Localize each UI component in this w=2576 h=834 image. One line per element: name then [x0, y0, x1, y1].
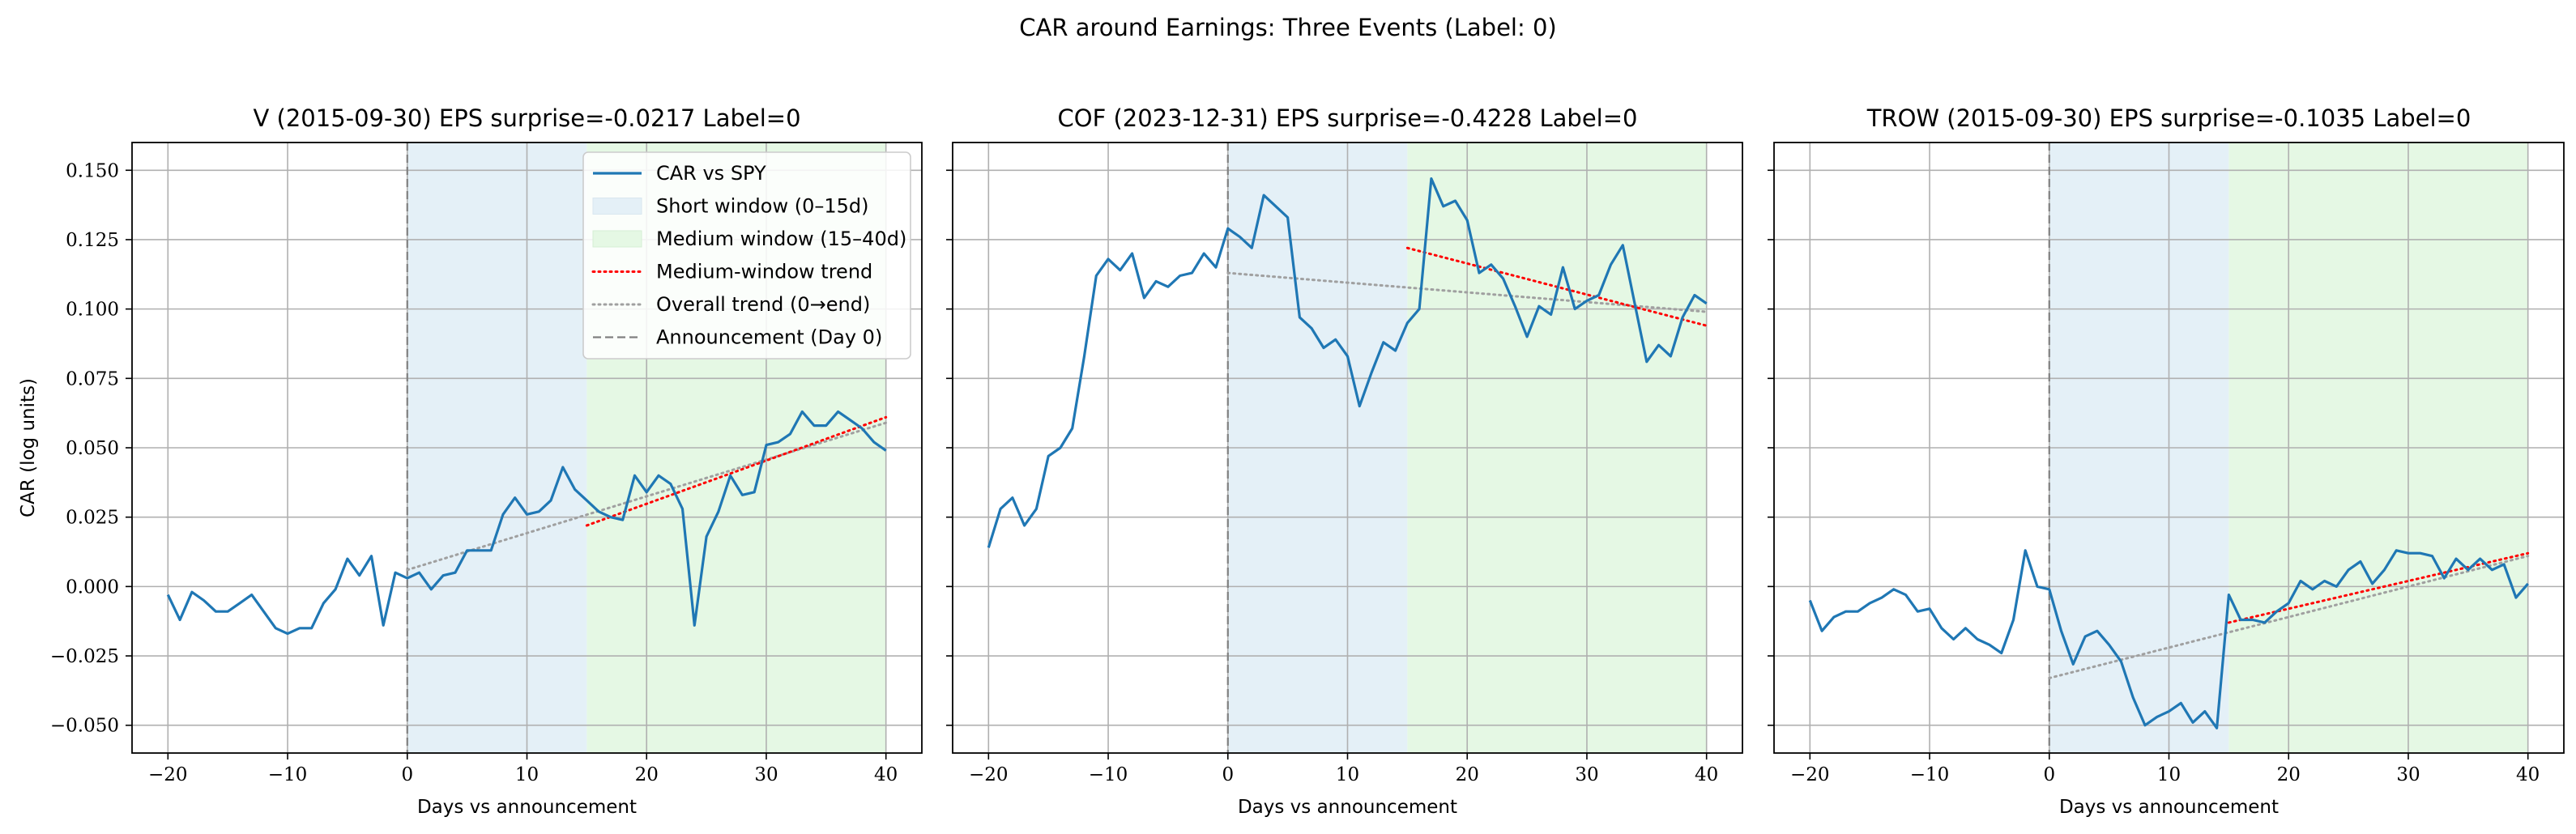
x-tick-label: 0: [2043, 764, 2055, 785]
x-tick-label: 20: [635, 764, 659, 785]
legend-handle-medium-window: [592, 230, 642, 248]
x-axis-label: Days vs announcement: [2059, 797, 2279, 818]
panel-title: COF (2023-12-31) EPS surprise=-0.4228 La…: [1058, 104, 1638, 132]
x-tick-label: 10: [1336, 764, 1359, 785]
panel-cof: −20 −10 0 10 20 30 40 COF (2023-12-31) EPS surp…: [946, 104, 1743, 818]
panel-trow: −20 −10 0 10 20 30 40 TROW (2015-09-30) EPS sur…: [1768, 104, 2565, 818]
legend-label: Overall trend (0→end): [656, 293, 870, 316]
x-tick-label: −10: [1089, 764, 1128, 785]
y-tick-label: −0.025: [50, 646, 119, 667]
y-tick-label: 0.125: [66, 230, 119, 251]
legend-label: Medium-window trend: [656, 261, 872, 283]
y-tick-label: −0.050: [50, 716, 119, 737]
y-tick-label: 0.150: [66, 160, 119, 181]
y-axis-label: CAR (log units): [18, 378, 39, 517]
panel-title: V (2015-09-30) EPS surprise=-0.0217 Labe…: [253, 104, 800, 132]
x-tick-label: −20: [148, 764, 188, 785]
x-tick-label: 30: [1575, 764, 1598, 785]
x-tick-label: 0: [1222, 764, 1234, 785]
x-tick-label: −10: [1910, 764, 1950, 785]
overall-trend-line: [406, 421, 888, 572]
overall-trend-line: [1226, 271, 1708, 313]
legend-label: Announcement (Day 0): [656, 326, 882, 349]
legend-box: [582, 151, 911, 360]
figure-suptitle: CAR around Earnings: Three Events (Label…: [1019, 14, 1556, 41]
y-tick-label: 0.025: [66, 508, 119, 529]
car-series-line: [166, 410, 887, 636]
x-tick-label: 0: [401, 764, 413, 785]
x-tick-label: 10: [2157, 764, 2181, 785]
x-tick-label: 30: [2396, 764, 2420, 785]
panel-v: −20 −10 0 10 20 30 40 −0.050 −0.025 0.000 0.025 0.0…: [18, 104, 923, 818]
y-tick-label: 0.075: [66, 368, 119, 389]
x-tick-label: 40: [874, 764, 898, 785]
x-tick-label: 30: [754, 764, 778, 785]
x-tick-label: 10: [515, 764, 539, 785]
legend-label: Medium window (15–40d): [656, 228, 906, 250]
car-series-line: [987, 177, 1708, 548]
legend-label: Short window (0–15d): [656, 195, 869, 218]
car-series-line: [1808, 549, 2529, 730]
panel-title: TROW (2015-09-30) EPS surprise=-0.1035 L…: [1866, 104, 2472, 132]
y-tick-label: 0.100: [66, 300, 119, 321]
x-tick-label: −20: [969, 764, 1009, 785]
x-tick-label: −20: [1790, 764, 1830, 785]
y-tick-label: 0.050: [66, 438, 119, 459]
legend-handle-short-window: [592, 198, 642, 215]
x-tick-label: 40: [1695, 764, 1718, 785]
legend-label: CAR vs SPY: [656, 162, 766, 185]
x-tick-label: −10: [268, 764, 308, 785]
x-tick-label: 20: [2277, 764, 2301, 785]
x-axis-label: Days vs announcement: [1238, 797, 1457, 818]
x-tick-label: 40: [2516, 764, 2540, 785]
x-tick-label: 20: [1456, 764, 1479, 785]
medium-trend-line: [585, 415, 888, 527]
x-axis-label: Days vs announcement: [417, 797, 637, 818]
y-tick-label: 0.000: [66, 577, 119, 598]
